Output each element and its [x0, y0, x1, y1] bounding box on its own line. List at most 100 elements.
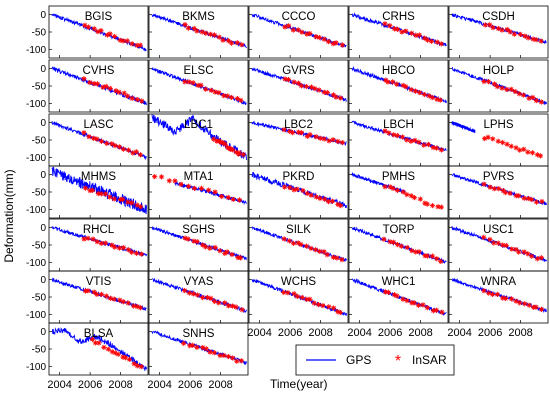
insar-point [434, 39, 440, 45]
panel-vyas: VYAS [148, 270, 249, 324]
insar-point [298, 83, 304, 89]
station-label: CCCO [282, 11, 316, 23]
insar-point [181, 340, 187, 346]
insar-point [499, 27, 505, 33]
y-tick-label: -50 [32, 28, 47, 39]
insar-point [234, 40, 240, 46]
insar-point [502, 190, 509, 196]
insar-point [522, 301, 528, 307]
insar-point [430, 144, 436, 151]
insar-point [224, 249, 230, 255]
x-tick-label: 2008 [508, 327, 532, 339]
insar-point [533, 199, 540, 205]
panel-mhms: MHMS 0 -50 -100 [26, 165, 149, 219]
insar-point [217, 352, 223, 359]
insar-point [103, 83, 109, 90]
insar-point [158, 174, 165, 180]
insar-point [299, 294, 305, 301]
panel-csdh: CSDH [448, 5, 549, 59]
insar-point [178, 181, 184, 187]
insar-series [382, 21, 444, 47]
insar-point [105, 346, 111, 352]
insar-point [394, 187, 400, 194]
insar-point [408, 87, 414, 93]
insar-point [437, 97, 443, 103]
insar-point [198, 185, 205, 192]
insar-point [408, 138, 414, 144]
insar-point [228, 40, 235, 46]
x-tick-label: 2008 [108, 379, 132, 391]
insar-point [533, 97, 539, 104]
insar-point [481, 288, 487, 294]
insar-point [394, 26, 401, 32]
insar-point [424, 253, 430, 259]
insar-point [134, 363, 140, 369]
insar-point [219, 193, 225, 200]
insar-point [291, 79, 297, 85]
insar-point [313, 134, 319, 140]
insar-point [82, 185, 89, 191]
station-label: CVHS [83, 65, 115, 77]
panel-whc1: WHC1 2004 2006 2008 [347, 270, 449, 339]
x-tick-label: 2004 [147, 379, 171, 391]
insar-point [125, 147, 132, 153]
y-tick-label: 0 [40, 223, 46, 234]
insar-point [533, 304, 539, 310]
insar-series [482, 22, 544, 44]
insar-point [91, 135, 97, 141]
y-tick-label: 0 [40, 275, 46, 286]
insar-point [289, 130, 296, 136]
insar-point [111, 196, 117, 202]
insar-point [281, 127, 287, 133]
insar-point [208, 295, 214, 301]
insar-point [203, 86, 209, 92]
insar-point [428, 38, 435, 44]
insar-point [138, 364, 144, 370]
insar-point [481, 181, 487, 187]
y-tick-label: -50 [32, 188, 47, 199]
insar-point [326, 304, 332, 310]
insar-point [300, 188, 306, 194]
insar-point [204, 294, 211, 301]
gps-series [174, 180, 247, 206]
insar-point [409, 30, 415, 36]
insar-series [481, 78, 544, 105]
insar-point [411, 300, 417, 306]
insar-point [325, 39, 332, 45]
insar-point [538, 255, 544, 261]
insar-point [326, 138, 332, 144]
panel-usc1: USC1 [448, 218, 549, 272]
insar-point [438, 41, 444, 47]
insar-point [202, 244, 209, 250]
insar-point [117, 37, 123, 43]
insar-series [89, 336, 144, 370]
panel-snhs: SNHS 2004 2006 2008 [147, 322, 249, 391]
station-label: CRHS [382, 11, 415, 23]
insar-point [81, 236, 87, 242]
insar-point [312, 86, 318, 92]
x-tick-label: 2006 [178, 379, 202, 391]
insar-point [394, 293, 400, 299]
panel-gvrs: GVRS [248, 59, 349, 113]
insar-point [385, 79, 391, 85]
insar-point [94, 291, 100, 298]
station-label: LASC [83, 119, 113, 131]
y-tick-label: 0 [40, 10, 46, 21]
insar-point [194, 344, 200, 350]
insar-point [339, 257, 345, 263]
insar-point [430, 308, 436, 314]
insar-point [491, 240, 497, 246]
insar-series [281, 127, 345, 146]
station-label: PVRS [483, 171, 515, 183]
insar-point [89, 336, 96, 342]
insar-point [317, 135, 323, 141]
insar-series [381, 236, 444, 265]
insar-point [125, 199, 131, 205]
insar-point [500, 242, 506, 248]
insar-point [509, 246, 515, 252]
insar-point [529, 196, 535, 203]
insar-point [538, 99, 544, 105]
x-tick-label: 2006 [78, 379, 102, 391]
insar-point [166, 178, 172, 184]
